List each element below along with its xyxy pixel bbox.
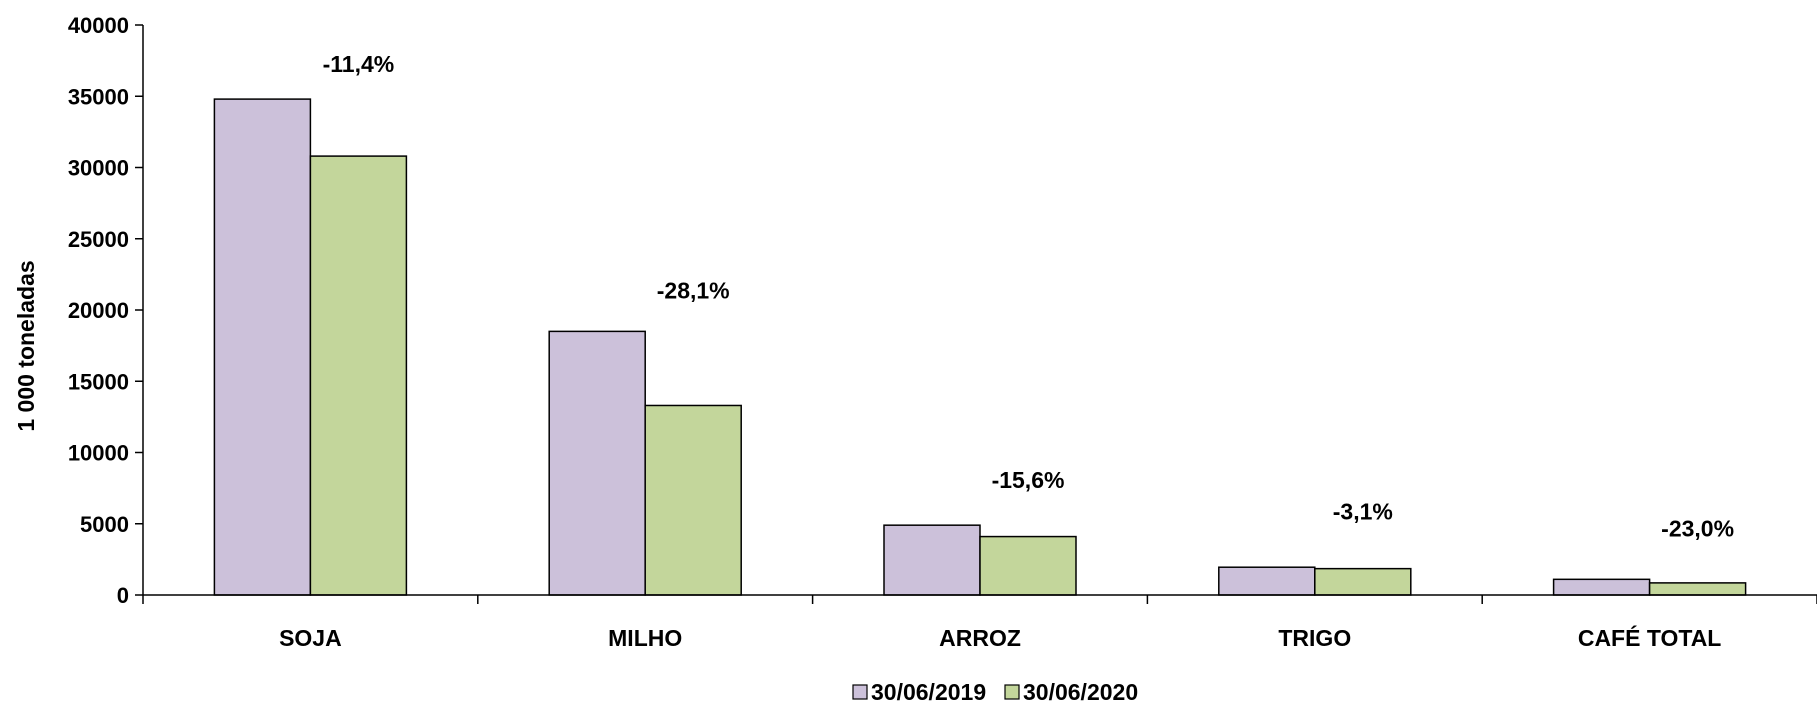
bars-group (213, 98, 1747, 596)
bar-series2-soja (309, 155, 408, 596)
bar-series1-trigo (1218, 566, 1316, 596)
y-tick-label: 40000 (68, 13, 129, 38)
bar-series1-café-total (1552, 578, 1651, 596)
y-tick-label: 10000 (68, 441, 129, 466)
legend-label: 30/06/2020 (1023, 679, 1138, 705)
x-category-label: CAFÉ TOTAL (1578, 624, 1722, 651)
axes-group: 0 5000 10000 15000 20000 25000 30000 35000 40000 (68, 13, 1817, 608)
y-tick-label: 20000 (68, 298, 129, 323)
y-tick-label: 35000 (68, 84, 129, 109)
percent-change-label: -28,1% (657, 278, 730, 304)
percent-change-label: -23,0% (1661, 516, 1734, 542)
x-category-label: MILHO (608, 625, 682, 651)
bar-series2-café-total (1648, 582, 1747, 596)
legend-swatch (1004, 684, 1020, 700)
y-tick-label: 5000 (80, 512, 129, 537)
legend-swatch (852, 684, 868, 700)
legend: 30/06/2019 30/06/2020 (852, 679, 1138, 705)
bar-series2-arroz (979, 535, 1077, 596)
x-category-label: ARROZ (939, 625, 1021, 651)
x-category-label: TRIGO (1278, 625, 1351, 651)
bar-series1-milho (548, 330, 646, 596)
percent-change-label: -3,1% (1333, 498, 1393, 524)
y-tick-label: 0 (117, 583, 129, 608)
percent-change-label: -11,4% (323, 51, 395, 77)
bar-series1-soja (213, 98, 312, 596)
percent-change-label: -15,6% (992, 467, 1065, 493)
y-axis-title: 1 000 toneladas (13, 260, 39, 431)
y-tick-label: 30000 (68, 156, 129, 181)
labels-group: SOJA -11,4% MILHO -28,1% ARROZ -15,6% TRIGO -3,… (279, 51, 1734, 651)
y-tick-label: 25000 (68, 227, 129, 252)
bar-series1-arroz (883, 524, 981, 596)
legend-label: 30/06/2019 (871, 679, 986, 705)
bar-series2-trigo (1314, 567, 1412, 596)
y-tick-label: 15000 (68, 369, 129, 394)
x-category-label: SOJA (279, 625, 342, 651)
bar-series2-milho (644, 404, 742, 596)
